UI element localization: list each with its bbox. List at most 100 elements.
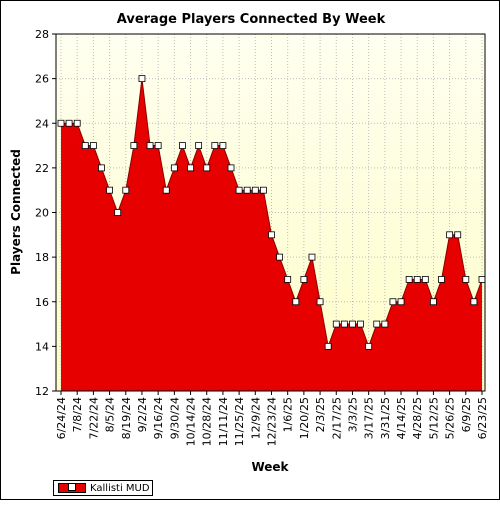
data-point [260, 186, 267, 194]
y-axis-label: Players Connected [9, 149, 23, 275]
x-tick-label: 2/3/25 [314, 397, 327, 432]
x-tick-label: 4/14/25 [395, 397, 408, 439]
data-point [73, 119, 81, 127]
x-tick-label: 5/12/25 [427, 397, 440, 439]
x-tick-label: 11/11/24 [217, 397, 230, 446]
x-tick-label: 6/24/24 [55, 397, 68, 439]
x-tick-label: 2/17/25 [330, 397, 343, 439]
data-point [438, 276, 445, 283]
x-tick-label: 8/5/24 [104, 397, 117, 432]
x-tick-label: 7/22/24 [87, 397, 100, 439]
data-point [195, 142, 203, 149]
legend-label: Kallisti MUD [90, 482, 150, 494]
data-point [324, 342, 332, 350]
data-point [349, 320, 356, 328]
x-tick-label: 7/8/24 [71, 397, 84, 432]
data-point [389, 298, 397, 306]
y-tick-label: 18 [35, 251, 49, 264]
data-point [405, 276, 413, 283]
data-point [381, 320, 389, 328]
data-point [470, 298, 478, 306]
data-point [154, 142, 162, 149]
data-point [98, 164, 105, 172]
x-tick-label: 3/17/25 [363, 397, 376, 439]
data-point [138, 75, 146, 83]
data-point [397, 298, 405, 306]
data-point [276, 253, 283, 261]
y-tick-label: 28 [35, 28, 49, 41]
x-tick-label: 9/16/24 [152, 397, 165, 439]
x-tick-label: 9/2/24 [136, 397, 149, 432]
data-point [211, 142, 219, 149]
x-tick-label: 10/14/24 [185, 397, 198, 446]
data-point [235, 186, 243, 194]
data-point [332, 320, 340, 328]
data-point [146, 142, 154, 149]
chart-title: Average Players Connected By Week [117, 12, 386, 27]
data-point [462, 276, 470, 283]
data-point [162, 186, 170, 194]
data-point [357, 320, 364, 328]
data-point [268, 231, 275, 239]
data-point [219, 142, 227, 149]
x-tick-label: 6/23/25 [476, 397, 489, 439]
data-point [65, 119, 73, 127]
x-tick-label: 9/30/24 [168, 397, 181, 439]
data-point [187, 164, 194, 172]
x-axis-ticks: 6/24/24 7/8/24 7/22/24 8/5/24 8/19/24 9/2/24 9… [55, 391, 489, 446]
data-point [340, 320, 348, 328]
data-point [114, 209, 122, 216]
x-tick-label: 1/6/25 [282, 397, 295, 432]
x-tick-label: 5/26/25 [444, 397, 457, 439]
data-point [130, 142, 138, 149]
legend: Kallisti MUD [53, 480, 153, 496]
y-tick-label: 22 [35, 162, 49, 175]
x-tick-label: 3/31/25 [379, 397, 392, 439]
data-point [251, 186, 259, 194]
y-tick-label: 20 [35, 207, 49, 220]
data-point [454, 231, 462, 239]
x-tick-label: 11/25/24 [233, 397, 246, 446]
x-tick-label: 4/28/25 [411, 397, 424, 439]
y-tick-label: 24 [35, 117, 49, 130]
data-point [81, 142, 89, 149]
y-tick-label: 14 [35, 340, 49, 353]
data-point [122, 186, 130, 194]
data-point [478, 276, 486, 283]
data-point [227, 164, 235, 172]
data-point [430, 298, 437, 306]
x-tick-label: 8/19/24 [120, 397, 133, 439]
data-point [365, 342, 373, 350]
y-tick-label: 26 [35, 73, 49, 86]
data-point [446, 231, 454, 239]
legend-marker [68, 483, 76, 491]
data-point [106, 186, 113, 194]
x-tick-label: 1/20/25 [298, 397, 311, 439]
x-tick-label: 6/9/25 [460, 397, 473, 432]
y-tick-label: 12 [35, 385, 49, 398]
data-point [292, 298, 300, 306]
y-tick-label: 16 [35, 296, 49, 309]
data-point [308, 253, 316, 261]
data-point [373, 320, 381, 328]
x-tick-label: 12/9/24 [249, 397, 262, 439]
x-tick-label: 10/28/24 [201, 397, 214, 446]
data-point [413, 276, 421, 283]
data-point [421, 276, 429, 283]
data-point [316, 298, 324, 306]
data-point [179, 142, 186, 149]
data-point [57, 119, 65, 127]
y-axis-ticks: 12 14 16 18 20 22 24 26 28 [35, 28, 56, 398]
data-point [243, 186, 251, 194]
data-point [170, 164, 178, 172]
data-point [89, 142, 97, 149]
x-tick-label: 12/23/24 [266, 397, 279, 446]
x-tick-label: 3/3/25 [346, 397, 359, 432]
data-point [203, 164, 211, 172]
data-point [284, 276, 292, 283]
x-axis-label: Week [251, 460, 289, 474]
legend-swatch [58, 483, 86, 493]
data-point [300, 276, 308, 283]
